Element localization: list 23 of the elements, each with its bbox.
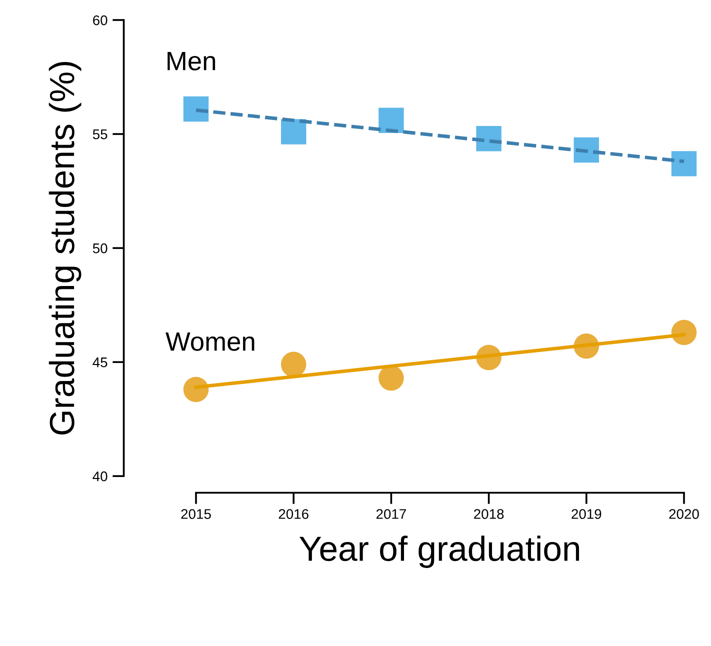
y-tick-label: 45 xyxy=(92,358,108,368)
x-tick-label: 2016 xyxy=(278,509,308,519)
series-label: Women xyxy=(166,332,254,351)
point xyxy=(183,376,209,402)
point xyxy=(280,119,306,144)
point xyxy=(671,151,697,176)
y-tick-label: 40 xyxy=(92,471,108,482)
point xyxy=(183,96,209,122)
x-tick-label: 2017 xyxy=(376,509,406,519)
x-tick-label: 2015 xyxy=(181,509,211,519)
series-label: Men xyxy=(168,52,216,70)
x-axis-title: Year of graduation xyxy=(300,536,580,568)
y-tick-label: 55 xyxy=(92,130,108,140)
point xyxy=(378,108,404,133)
x-tick-label: 2020 xyxy=(669,509,699,519)
y-tick-label: 50 xyxy=(92,243,108,254)
point xyxy=(378,365,404,391)
point xyxy=(280,352,306,377)
y-tick-label: 60 xyxy=(93,15,108,26)
x-tick-label: 2018 xyxy=(474,509,504,519)
y-axis-title: Graduating students (%) xyxy=(48,62,82,434)
x-tick-label: 2019 xyxy=(572,509,602,519)
point xyxy=(671,320,697,346)
